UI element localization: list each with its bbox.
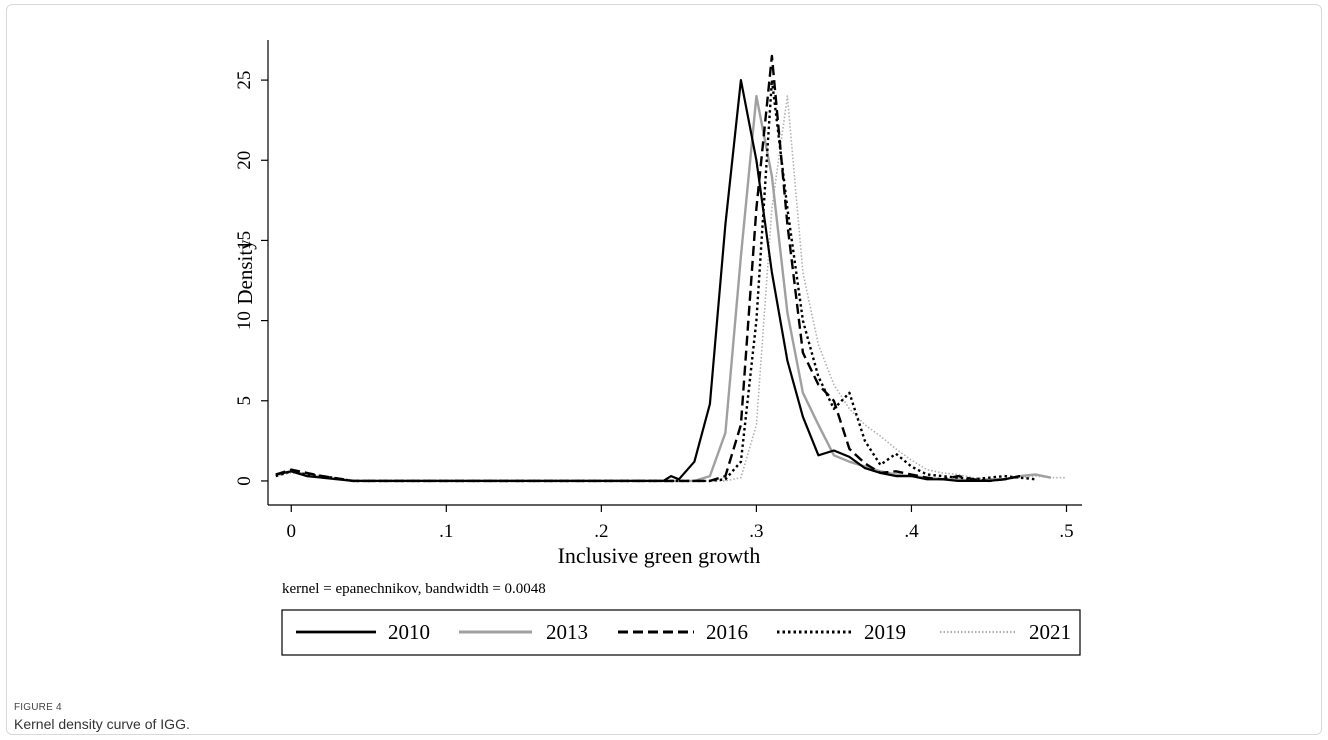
series-line-2010 (275, 78, 1021, 482)
series-line-2016 (275, 54, 1021, 483)
y-tick-label: 0 (234, 476, 255, 486)
series-line-2021 (275, 95, 1067, 482)
legend-label-2021: 2021 (1029, 620, 1071, 644)
y-tick-label: 20 (234, 151, 255, 170)
y-tick-label: 15 (234, 231, 255, 250)
x-axis-title: Inclusive green growth (558, 543, 761, 568)
x-tick-label: .3 (749, 521, 763, 542)
figure-label: FIGURE 4 (14, 702, 62, 713)
legend-label-2019: 2019 (864, 620, 906, 644)
y-axis-title: Density (233, 239, 257, 305)
figure-caption: Kernel density curve of IGG. (14, 716, 190, 732)
legend-label-2010: 2010 (388, 620, 430, 644)
kernel-note: kernel = epanechnikov, bandwidth = 0.004… (282, 581, 546, 597)
legend-label-2013: 2013 (546, 620, 588, 644)
y-tick-label: 10 (234, 311, 255, 330)
legend-label-2016: 2016 (706, 620, 748, 644)
x-tick-label: 0 (287, 521, 297, 542)
x-tick-label: .2 (594, 521, 608, 542)
x-tick-label: .5 (1059, 521, 1073, 542)
x-tick-label: .4 (904, 521, 919, 542)
kernel-density-chart: 0 5 10 15 20 25 0 .1 .2 .3 .4 .5 Inclusive green gro… (233, 40, 1082, 656)
y-tick-label: 25 (234, 71, 255, 90)
series-line-2013 (275, 94, 1052, 483)
series-line-2019 (275, 78, 1036, 483)
y-tick-label: 5 (234, 396, 255, 406)
x-tick-label: .1 (439, 521, 453, 542)
